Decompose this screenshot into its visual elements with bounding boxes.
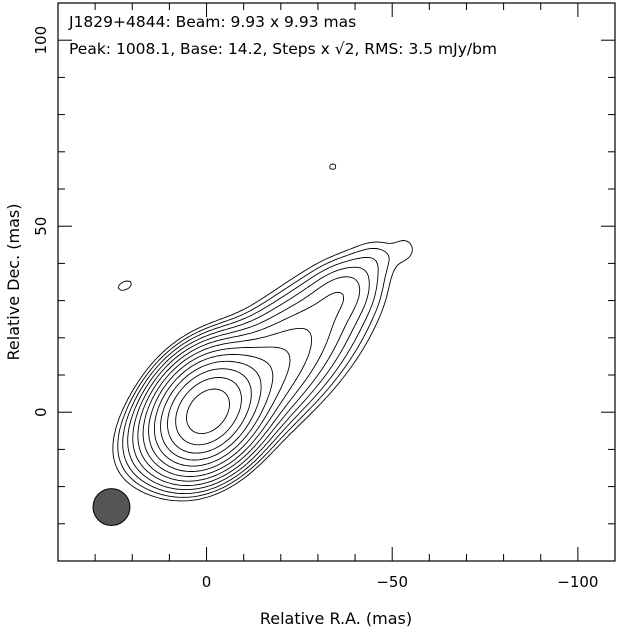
contour-level <box>127 266 370 491</box>
contour-level <box>175 377 242 446</box>
contour-level <box>122 256 379 495</box>
axis-ticks <box>57 2 616 562</box>
contour-level <box>153 354 274 467</box>
header-line-2-rest: 2, RMS: 3.5 mJy/bm <box>345 40 497 58</box>
y-tick-label: 0 <box>32 407 50 417</box>
header-line-1: J1829+4844: Beam: 9.93 x 9.93 mas <box>68 13 356 31</box>
y-axis-label: Relative Dec. (mas) <box>4 204 23 361</box>
contour-lines <box>112 163 413 502</box>
x-axis-label: Relative R.A. (mas) <box>260 609 412 628</box>
sqrt-symbol: √ <box>335 40 345 58</box>
contour-level <box>160 360 262 461</box>
contour-level <box>167 368 252 454</box>
x-tick-label: 0 <box>202 573 212 591</box>
tick-labels: 0 −50 −100 0 50 100 <box>32 26 598 591</box>
contour-level <box>186 388 230 435</box>
x-tick-label: −100 <box>557 573 598 591</box>
contour-level <box>117 247 390 498</box>
y-tick-label: 100 <box>32 26 50 55</box>
restoring-beam <box>92 488 131 526</box>
header-line-2-prefix: Peak: 1008.1, Base: 14.2, Steps x <box>69 40 335 58</box>
x-tick-label: −50 <box>376 573 408 591</box>
contour-level <box>148 346 291 472</box>
contour-level <box>137 291 345 482</box>
contour-level <box>142 327 313 477</box>
contour-level <box>112 163 413 502</box>
plot-frame <box>57 2 616 562</box>
beam-layer <box>92 488 131 526</box>
contour-level <box>132 276 361 486</box>
y-tick-label: 50 <box>32 217 50 236</box>
header-line-2: Peak: 1008.1, Base: 14.2, Steps x √2, RM… <box>69 40 497 58</box>
